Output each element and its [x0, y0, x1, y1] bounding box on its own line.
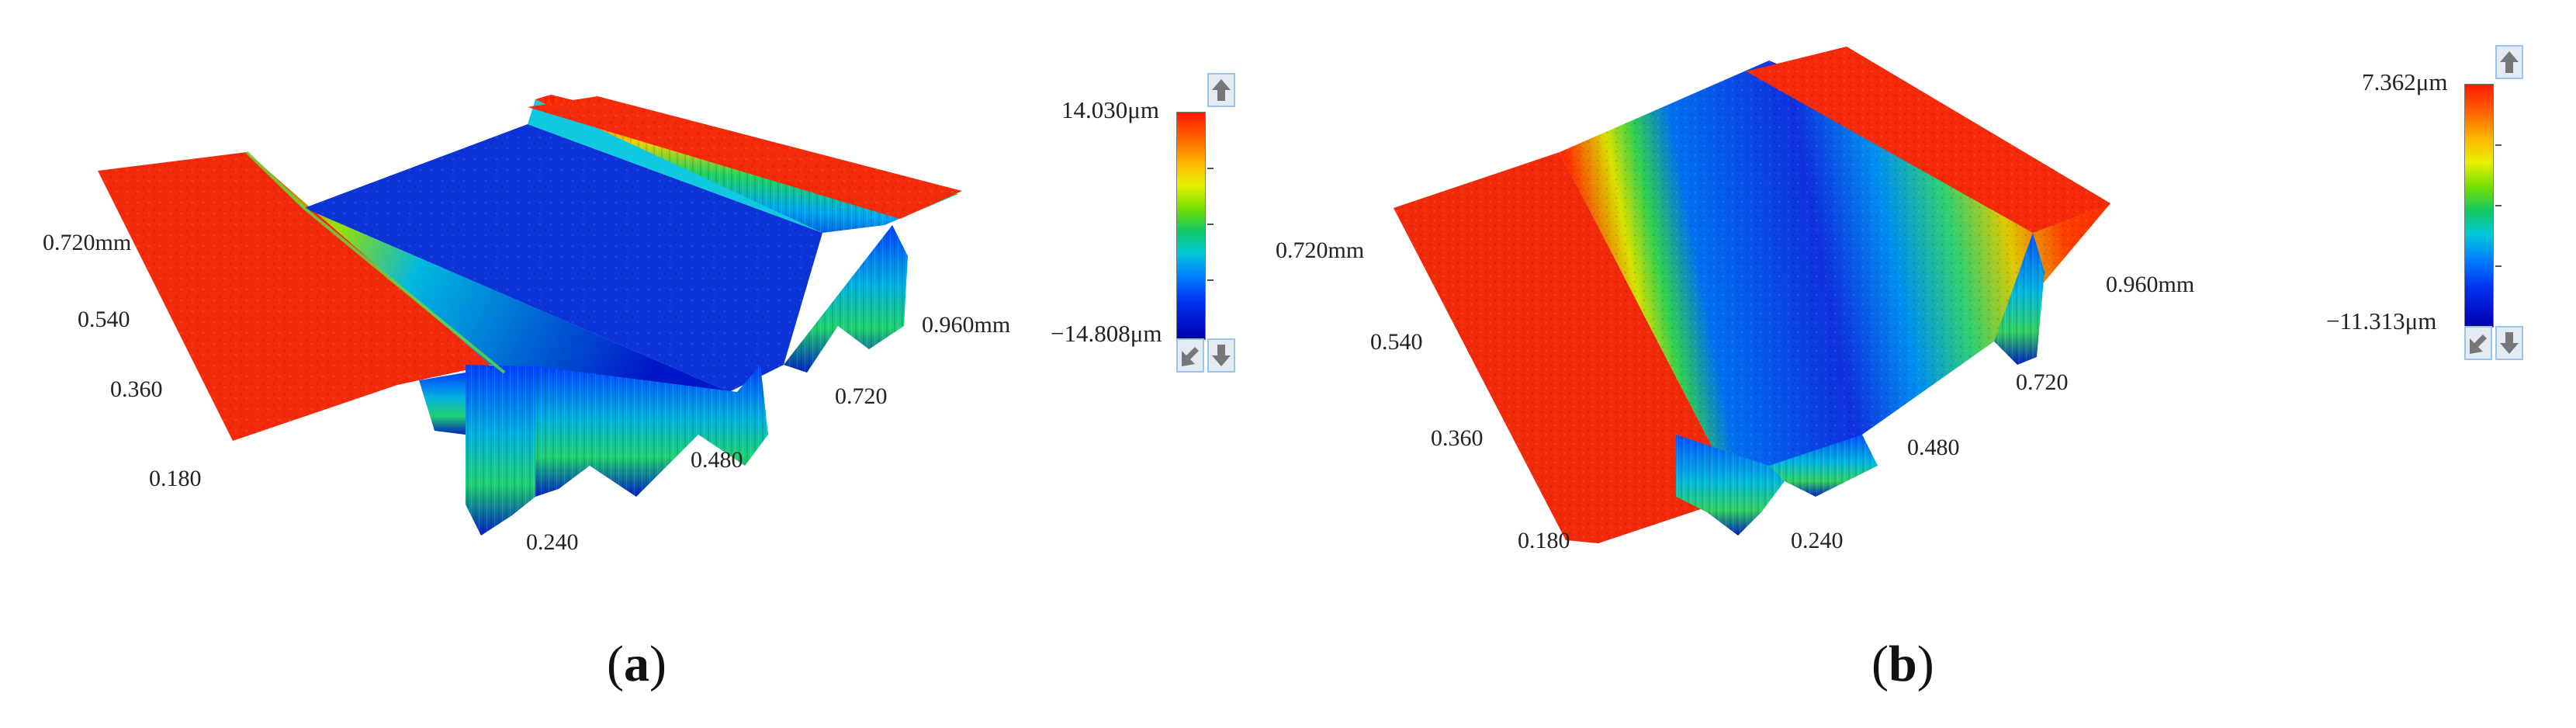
axis-label: 0.360 — [110, 376, 163, 402]
colorbar-max: 7.362μm — [2362, 68, 2448, 95]
surface-plot-a — [98, 95, 962, 536]
axis-label: 0.720mm — [1276, 237, 1365, 263]
axis-label: 0.720 — [2016, 369, 2069, 395]
axis-label: 0.540 — [1370, 329, 1423, 355]
axis-label: 0.240 — [1791, 528, 1844, 553]
fit-view-icon — [1182, 347, 1199, 366]
colorbar-down-button[interactable] — [2495, 326, 2523, 360]
colorbar-tick — [2495, 205, 2502, 206]
surface-plot-b — [1394, 47, 2110, 543]
colorbar-down-button[interactable] — [1207, 338, 1235, 373]
axis-label: 0.540 — [78, 307, 130, 332]
colorbar-tick — [2495, 144, 2502, 146]
axis-label: 0.720mm — [43, 230, 132, 255]
axis-label: 0.360 — [1431, 425, 1484, 451]
colorbar-tick — [1207, 168, 1214, 169]
colorbar-up-button[interactable] — [2495, 45, 2523, 79]
colorbar-min: −11.313μm — [2326, 307, 2437, 335]
axis-label: 0.180 — [1518, 528, 1570, 553]
arrow-down-icon — [2500, 332, 2519, 354]
axis-label: 0.240 — [526, 529, 579, 555]
colorbar-up-button[interactable] — [1207, 73, 1235, 107]
arrow-up-icon — [1212, 79, 1231, 101]
axis-label: 0.960mm — [922, 312, 1011, 338]
colorbar-min: −14.808μm — [1051, 320, 1162, 347]
colorbar-fit-button[interactable] — [1176, 338, 1204, 373]
axis-label: 0.480 — [691, 447, 743, 473]
axis-label: 0.960mm — [2106, 272, 2195, 297]
colorbar-scale — [1176, 112, 1206, 340]
axis-label: 0.720 — [835, 383, 888, 409]
colorbar-tick — [1207, 279, 1214, 281]
axis-label: 0.480 — [1907, 435, 1960, 460]
arrow-down-icon — [1212, 345, 1231, 366]
axis-label: 0.180 — [149, 466, 202, 491]
colorbar-fit-button[interactable] — [2464, 326, 2492, 360]
colorbar-tick — [2495, 265, 2502, 267]
arrow-up-icon — [2500, 51, 2519, 73]
colorbar-max: 14.030μm — [1061, 96, 1159, 123]
fit-view-icon — [2470, 335, 2487, 354]
panel-b: 0.720mm 0.540 0.360 0.180 0.240 0.480 0.… — [1276, 0, 2576, 728]
colorbar-scale — [2464, 84, 2494, 328]
panel-caption: (b) — [1871, 636, 1934, 692]
panel-caption: (a) — [607, 636, 667, 692]
panel-a: 0.720mm 0.540 0.360 0.180 0.240 0.480 0.… — [43, 73, 1235, 692]
panel-letter: a — [623, 636, 649, 692]
colorbar-tick — [1207, 224, 1214, 225]
panel-letter: b — [1888, 636, 1917, 692]
